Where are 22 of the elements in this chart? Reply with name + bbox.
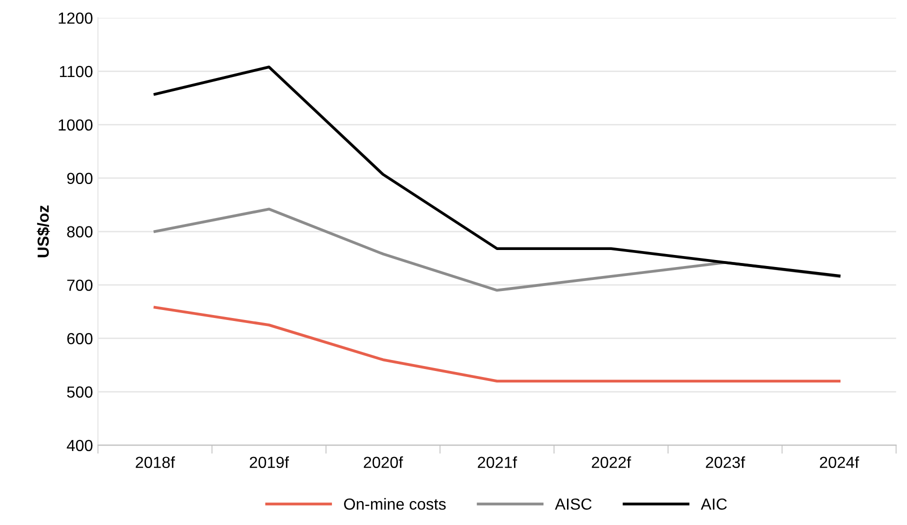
legend-label: AISC — [554, 498, 592, 510]
x-tick-label: 2021f — [478, 456, 518, 468]
x-tick-label: 2018f — [136, 456, 175, 468]
x-tick-label: 2024f — [820, 456, 860, 468]
x-tick-label: 2022f — [592, 456, 632, 468]
y-tick-label: 800 — [67, 226, 92, 238]
y-tick-label: 700 — [67, 280, 92, 291]
y-axis-title: US$/oz — [36, 205, 50, 258]
y-tick-label: 500 — [67, 386, 92, 398]
y-tick-label: 600 — [67, 332, 92, 344]
x-tick-label: 2019f — [250, 456, 289, 468]
y-tick-label: 900 — [67, 172, 92, 184]
y-tick-label: 1000 — [58, 119, 92, 131]
y-tick-label: 1100 — [60, 66, 92, 78]
legend-label: AIC — [700, 498, 727, 510]
y-tick-label: 400 — [66, 440, 92, 452]
x-tick-label: 2020f — [364, 456, 404, 468]
line-series — [154, 306, 840, 382]
legend-label: On-mine costs — [344, 498, 446, 510]
x-tick-label: 2023f — [706, 456, 746, 468]
y-tick-label: 1200 — [58, 12, 92, 24]
line-series — [154, 66, 840, 278]
